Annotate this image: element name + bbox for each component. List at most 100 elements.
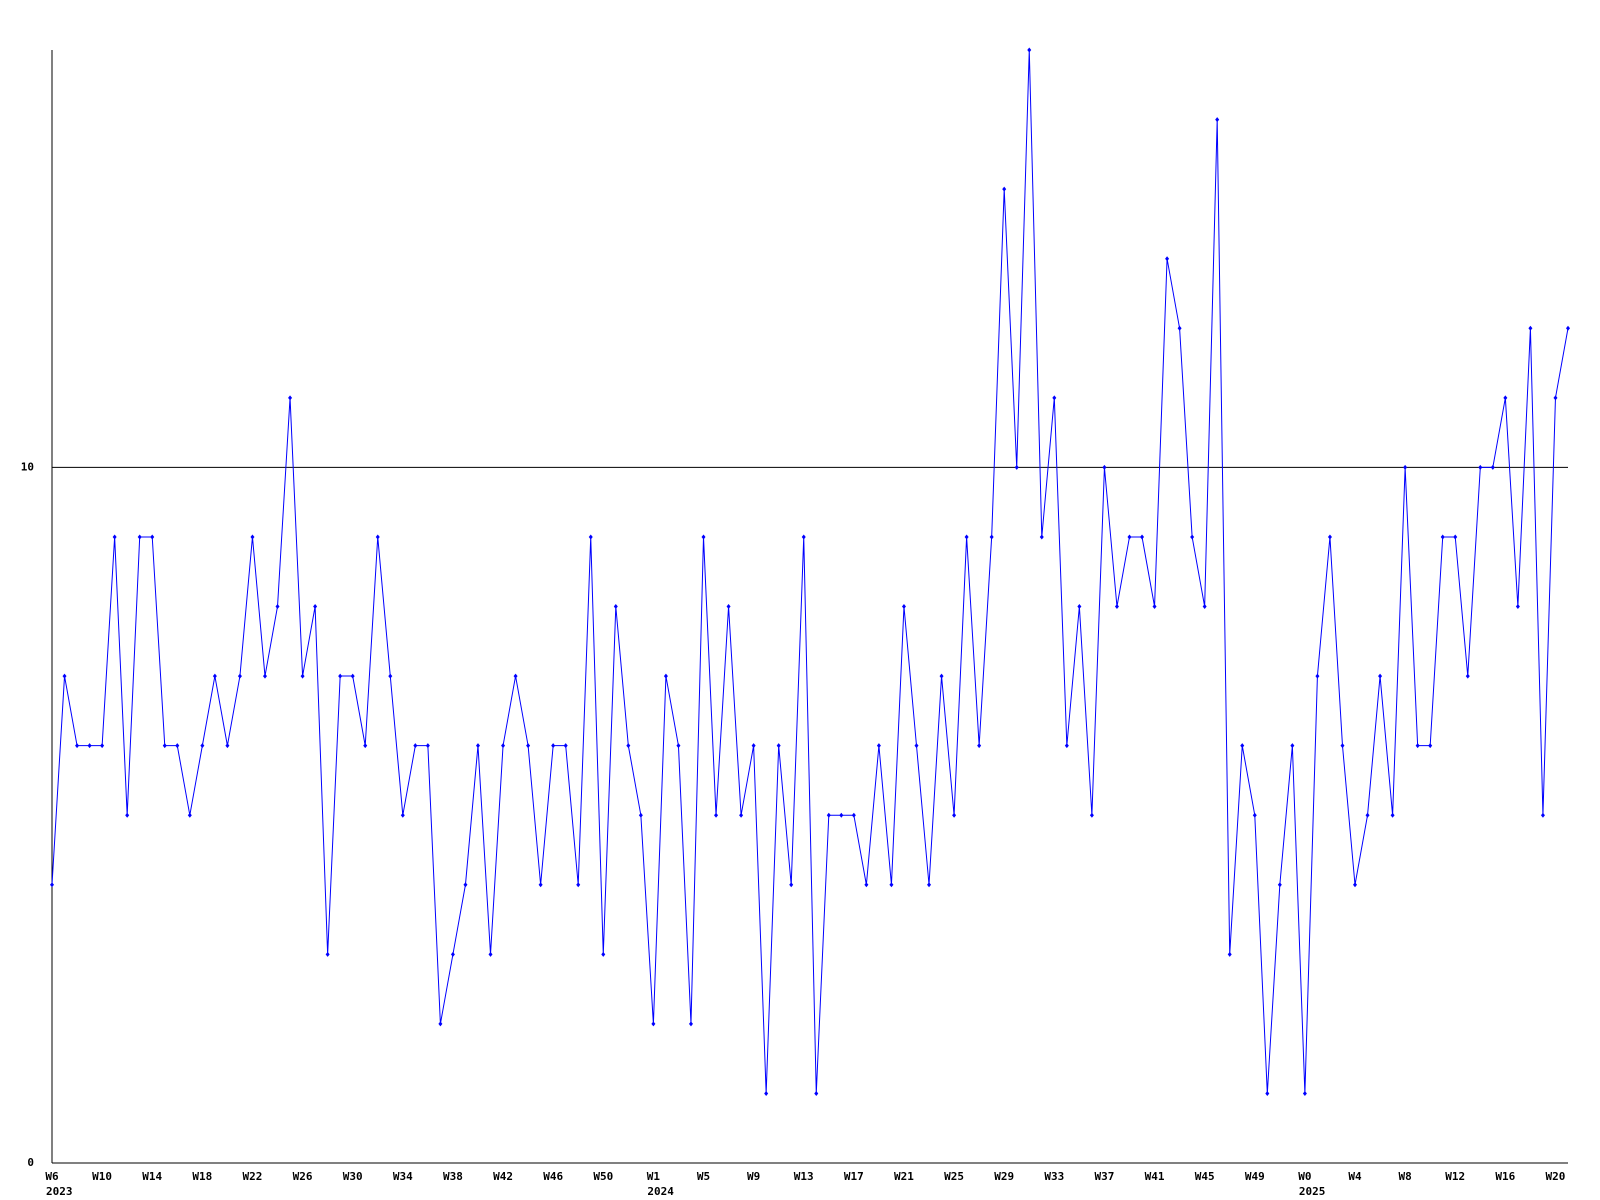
data-point — [1515, 604, 1520, 609]
data-point — [237, 673, 242, 679]
data-point — [851, 812, 856, 818]
x-tick-label: W25 — [944, 1170, 964, 1183]
data-point — [350, 673, 355, 679]
data-point — [638, 812, 643, 818]
data-point — [300, 673, 305, 679]
x-tick-label: W1 — [647, 1170, 661, 1183]
x-tick-label: W37 — [1094, 1170, 1114, 1183]
data-point — [551, 743, 556, 749]
data-point — [438, 1021, 443, 1027]
x-tick-label: W16 — [1495, 1170, 1515, 1183]
data-point — [1027, 47, 1032, 53]
x-tick-label: W50 — [593, 1170, 613, 1183]
x-tick-label: W45 — [1195, 1170, 1215, 1183]
data-point — [814, 1090, 819, 1096]
x-tick-label: W5 — [697, 1170, 710, 1183]
x-year-label: 2024 — [647, 1185, 674, 1198]
data-point — [1566, 325, 1570, 331]
x-tick-label: W4 — [1348, 1170, 1362, 1183]
x-tick-label: W22 — [243, 1170, 263, 1183]
x-tick-label: W26 — [293, 1170, 313, 1183]
data-point — [513, 673, 518, 679]
x-tick-label: W49 — [1245, 1170, 1265, 1183]
data-point — [501, 743, 506, 749]
data-point — [989, 534, 994, 540]
data-point — [952, 812, 957, 818]
data-point — [1503, 395, 1508, 401]
x-tick-label: W30 — [343, 1170, 363, 1183]
data-point — [864, 882, 869, 888]
data-point — [425, 743, 430, 749]
data-point — [889, 882, 894, 888]
data-point — [1390, 812, 1395, 818]
x-tick-label: W10 — [92, 1170, 112, 1183]
x-tick-label: W34 — [393, 1170, 413, 1183]
data-point — [1365, 812, 1370, 818]
data-point — [789, 882, 794, 888]
data-point — [150, 534, 155, 540]
data-point — [1215, 117, 1220, 123]
data-point — [62, 673, 67, 679]
x-tick-label: W20 — [1546, 1170, 1566, 1183]
x-tick-label: W8 — [1398, 1170, 1411, 1183]
data-point — [1190, 534, 1195, 540]
data-point — [1403, 464, 1408, 470]
data-point — [1252, 812, 1257, 818]
data-point — [1014, 464, 1019, 470]
data-point — [1440, 534, 1445, 540]
data-point — [977, 743, 982, 749]
data-point — [1177, 325, 1182, 331]
data-point — [1490, 464, 1495, 470]
data-point — [914, 743, 919, 749]
data-point — [1327, 534, 1332, 540]
data-point — [162, 743, 167, 749]
data-point — [175, 743, 180, 749]
data-point — [225, 743, 230, 749]
data-point — [739, 812, 744, 818]
data-point — [200, 743, 205, 749]
data-point — [939, 673, 944, 679]
x-tick-label: W41 — [1145, 1170, 1165, 1183]
data-point — [187, 812, 192, 818]
data-point — [413, 743, 418, 749]
data-point — [1290, 743, 1295, 749]
data-point — [663, 673, 668, 679]
data-point — [626, 743, 631, 749]
data-point — [613, 604, 618, 609]
data-point — [1002, 186, 1007, 192]
data-point — [1528, 325, 1533, 331]
data-point — [1152, 604, 1157, 609]
data-point — [1039, 534, 1044, 540]
data-point — [538, 882, 543, 888]
data-point — [400, 812, 405, 818]
data-point — [1465, 673, 1470, 679]
data-point — [1202, 604, 1207, 609]
data-point — [588, 534, 593, 540]
data-point — [1415, 743, 1420, 749]
data-point — [100, 743, 105, 749]
data-point — [1077, 604, 1082, 609]
data-point — [363, 743, 368, 749]
data-point — [1553, 395, 1558, 401]
x-tick-label: W9 — [747, 1170, 760, 1183]
data-point — [764, 1090, 769, 1096]
data-point — [1478, 464, 1483, 470]
data-point — [1052, 395, 1057, 401]
data-point — [1265, 1090, 1270, 1096]
data-point — [801, 534, 806, 540]
data-point — [676, 743, 681, 749]
data-point — [776, 743, 781, 749]
data-point — [1165, 256, 1170, 262]
data-point — [125, 812, 130, 818]
data-point — [826, 812, 831, 818]
data-point — [701, 534, 706, 540]
x-tick-label: W18 — [192, 1170, 212, 1183]
y-tick-label: 10 — [21, 460, 34, 473]
data-point — [927, 882, 932, 888]
x-tick-label: W42 — [493, 1170, 513, 1183]
data-point — [688, 1021, 693, 1027]
data-point — [75, 743, 80, 749]
data-point — [313, 604, 318, 609]
